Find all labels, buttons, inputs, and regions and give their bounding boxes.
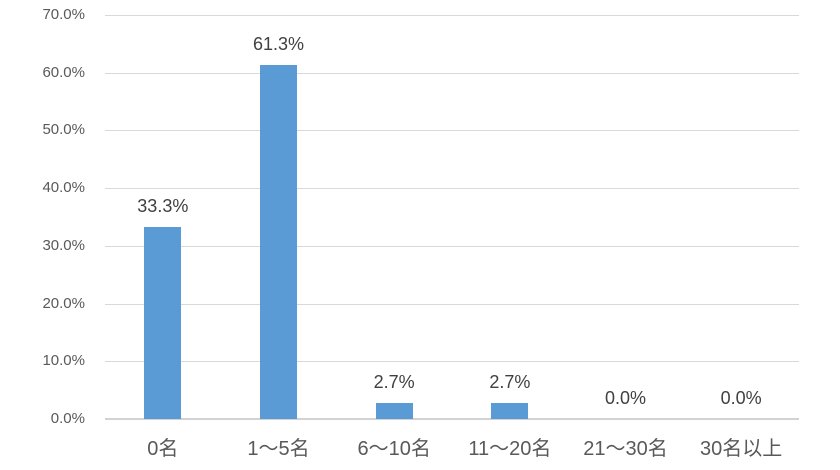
- gridline: [105, 245, 799, 247]
- bar: [144, 226, 182, 419]
- y-tick-label: 0.0%: [50, 410, 85, 427]
- y-tick-label: 50.0%: [42, 121, 85, 139]
- y-tick-label: 60.0%: [42, 63, 85, 81]
- bar: [491, 403, 529, 419]
- bar: [375, 403, 413, 419]
- x-category-label: 0名: [147, 438, 179, 460]
- gridline: [105, 15, 799, 16]
- y-tick-label: 20.0%: [42, 294, 85, 312]
- gridline: [105, 361, 799, 363]
- bar-value-label: 61.3%: [252, 34, 305, 55]
- x-category-label: 30名以上: [700, 438, 783, 460]
- y-tick-label: 10.0%: [42, 352, 85, 370]
- x-category-label: 11〜20名: [468, 438, 552, 460]
- x-axis-line: [105, 418, 799, 420]
- bar-value-label: 2.7%: [373, 372, 415, 393]
- gridline: [105, 72, 799, 74]
- gridline: [105, 188, 799, 190]
- gridline: [105, 130, 799, 132]
- x-category-label: 21〜30名: [583, 438, 668, 460]
- x-category-label: 1〜5名: [247, 438, 310, 460]
- y-tick-label: 70.0%: [42, 6, 85, 23]
- y-tick-label: 40.0%: [42, 179, 85, 197]
- gridline: [105, 303, 799, 305]
- x-category-label: 6〜10名: [357, 438, 431, 460]
- bar-value-label: 0.0%: [720, 388, 762, 408]
- y-tick-label: 30.0%: [42, 236, 85, 254]
- bar-value-label: 0.0%: [604, 388, 647, 408]
- bar-value-label: 2.7%: [489, 372, 531, 393]
- bar: [260, 65, 297, 419]
- bar-value-label: 33.3%: [137, 195, 189, 216]
